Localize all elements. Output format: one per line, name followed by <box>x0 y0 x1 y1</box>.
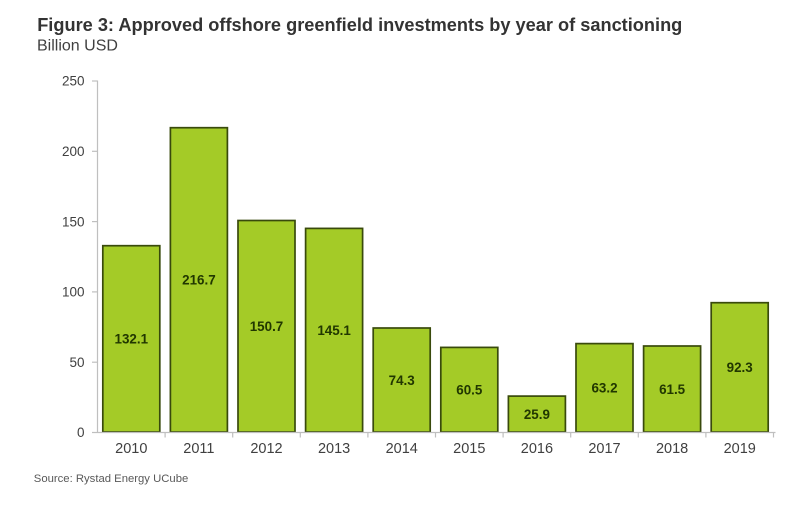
svg-text:200: 200 <box>62 144 85 159</box>
svg-text:0: 0 <box>77 425 85 440</box>
svg-text:100: 100 <box>62 285 85 300</box>
svg-text:2011: 2011 <box>183 441 214 457</box>
svg-text:63.2: 63.2 <box>591 381 617 396</box>
svg-text:145.1: 145.1 <box>317 323 351 338</box>
svg-text:2019: 2019 <box>724 441 756 457</box>
svg-text:150: 150 <box>62 214 85 229</box>
svg-text:2018: 2018 <box>656 441 688 457</box>
svg-text:132.1: 132.1 <box>115 332 149 347</box>
svg-text:150.7: 150.7 <box>250 319 284 334</box>
svg-text:2015: 2015 <box>453 441 485 457</box>
svg-text:2014: 2014 <box>386 441 418 457</box>
svg-text:2013: 2013 <box>318 441 350 457</box>
svg-text:2016: 2016 <box>521 441 553 457</box>
svg-text:61.5: 61.5 <box>659 382 686 397</box>
svg-text:25.9: 25.9 <box>524 407 550 422</box>
svg-text:2010: 2010 <box>115 441 147 457</box>
svg-text:2012: 2012 <box>250 441 282 457</box>
svg-text:216.7: 216.7 <box>182 273 216 288</box>
svg-text:50: 50 <box>69 355 84 370</box>
svg-text:60.5: 60.5 <box>456 382 483 397</box>
svg-text:Source: Rystad Energy UCube: Source: Rystad Energy UCube <box>34 473 188 485</box>
svg-text:Billion USD: Billion USD <box>37 37 118 54</box>
svg-text:250: 250 <box>62 74 85 89</box>
svg-text:2017: 2017 <box>588 441 620 457</box>
svg-text:74.3: 74.3 <box>389 373 415 388</box>
svg-text:Figure 3: Approved offshore gr: Figure 3: Approved offshore greenfield i… <box>37 15 682 35</box>
svg-text:92.3: 92.3 <box>727 360 753 375</box>
